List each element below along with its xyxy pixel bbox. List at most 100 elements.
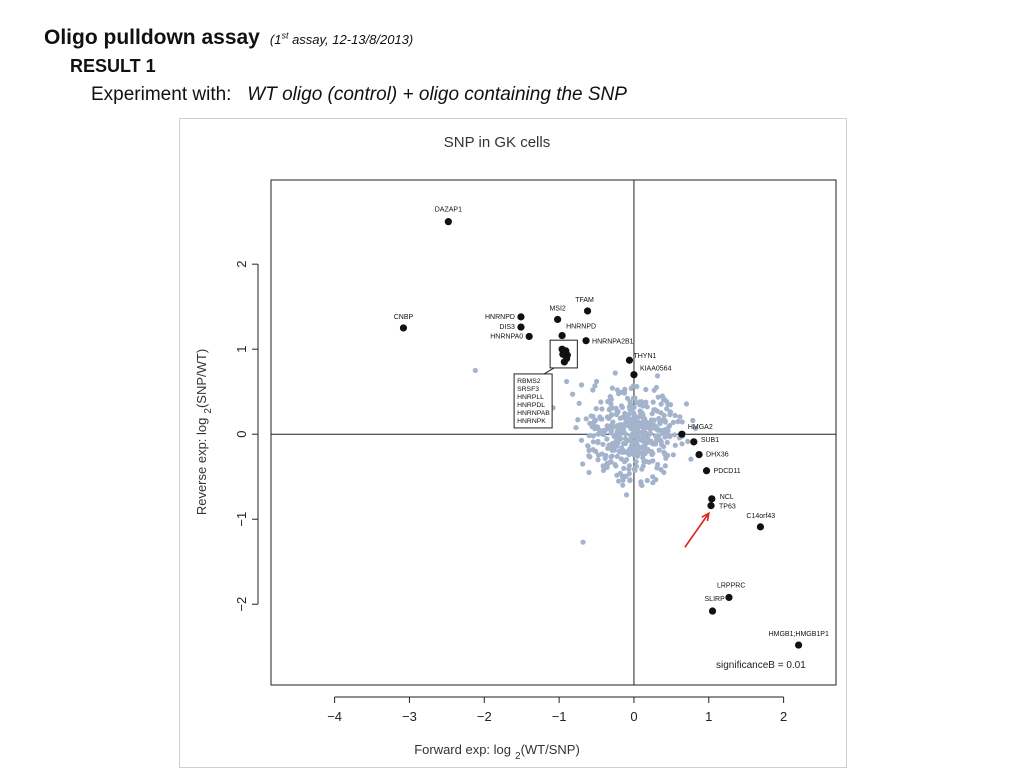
background-point bbox=[665, 401, 671, 407]
x-axis-label-main: Forward exp: log bbox=[414, 742, 511, 757]
background-point bbox=[620, 422, 627, 429]
background-point bbox=[633, 438, 639, 444]
y-tick-label: 2 bbox=[234, 261, 249, 268]
red-arrow-head bbox=[701, 511, 710, 522]
background-point bbox=[595, 431, 601, 437]
background-point bbox=[657, 421, 663, 427]
background-point bbox=[661, 444, 667, 450]
background-point bbox=[583, 416, 589, 422]
background-point bbox=[576, 400, 582, 406]
background-point bbox=[599, 416, 605, 422]
background-point bbox=[670, 419, 676, 425]
point-label: TP63 bbox=[719, 504, 736, 511]
y-axis-label: Reverse exp: log 2(SNP/WT) bbox=[194, 349, 214, 515]
slide-title: Oligo pulldown assay (1st assay, 12-13/8/… bbox=[44, 26, 413, 50]
background-point bbox=[651, 417, 657, 423]
background-point bbox=[612, 370, 618, 376]
experiment-detail: WT oligo (control) + oligo containing th… bbox=[247, 84, 627, 105]
background-point bbox=[614, 443, 620, 449]
background-point bbox=[650, 399, 656, 405]
background-point bbox=[644, 434, 650, 440]
background-point bbox=[661, 417, 667, 423]
background-point bbox=[651, 441, 657, 447]
background-point bbox=[640, 403, 646, 409]
y-tick-label: 0 bbox=[234, 431, 249, 438]
background-point bbox=[675, 419, 681, 425]
background-point bbox=[672, 432, 678, 438]
experiment-label: Experiment with: bbox=[91, 84, 232, 105]
background-point bbox=[608, 396, 614, 403]
cluster-label: HNRPLL bbox=[517, 394, 544, 401]
background-point bbox=[622, 386, 628, 392]
point-label: THYN1 bbox=[633, 353, 656, 360]
background-point bbox=[472, 367, 478, 374]
background-point bbox=[652, 423, 658, 429]
background-point bbox=[662, 463, 668, 469]
background-point bbox=[622, 414, 628, 421]
point-label: MSI2 bbox=[549, 305, 565, 312]
background-point bbox=[624, 457, 630, 463]
x-tick-label: −3 bbox=[402, 709, 417, 724]
chart-title: SNP in GK cells bbox=[444, 134, 550, 151]
cluster-label: SRSF3 bbox=[517, 386, 539, 393]
significant-point bbox=[517, 323, 525, 331]
background-point bbox=[631, 416, 637, 422]
background-point bbox=[640, 425, 646, 431]
cluster-label: RBMS2 bbox=[517, 378, 541, 385]
background-point bbox=[580, 461, 586, 467]
background-point bbox=[647, 430, 654, 437]
y-tick-label: −2 bbox=[234, 597, 249, 612]
background-point bbox=[609, 412, 615, 418]
background-point bbox=[578, 382, 585, 388]
x-axis-label-end: (WT/SNP) bbox=[521, 742, 580, 757]
significant-point bbox=[525, 332, 533, 341]
background-point bbox=[670, 452, 676, 458]
background-point bbox=[590, 447, 596, 453]
significant-point bbox=[708, 607, 717, 615]
point-label: LRPPRC bbox=[717, 582, 745, 589]
background-point bbox=[627, 478, 633, 484]
background-point bbox=[643, 419, 649, 425]
slide-title-text: Oligo pulldown assay bbox=[44, 26, 260, 49]
background-point bbox=[621, 390, 627, 396]
background-point bbox=[617, 470, 623, 476]
cluster-label: HNRNPK bbox=[517, 418, 546, 425]
background-point bbox=[643, 458, 649, 465]
background-point bbox=[618, 449, 624, 455]
slide-subtitle-sup: st bbox=[281, 30, 289, 41]
scatter-figure: SNP in GK cells −4 −3 −2 −1 0 1 2 −2 −1 0 1 2 Forw… bbox=[179, 118, 847, 768]
significant-point bbox=[756, 523, 765, 531]
significant-point bbox=[399, 324, 408, 332]
background-point bbox=[688, 456, 694, 462]
background-point bbox=[593, 406, 599, 412]
background-point bbox=[586, 433, 592, 439]
significant-point bbox=[695, 451, 703, 459]
background-point bbox=[655, 394, 661, 400]
cluster-label-box bbox=[513, 373, 553, 429]
background-point bbox=[602, 455, 608, 461]
background-point bbox=[608, 401, 614, 407]
scatter-chart: SNP in GK cells −4 −3 −2 −1 0 1 2 −2 −1 0 1 2 Forw… bbox=[194, 134, 837, 762]
background-point bbox=[573, 425, 579, 431]
background-point bbox=[661, 469, 667, 476]
background-point bbox=[643, 386, 649, 393]
background-point bbox=[611, 424, 617, 430]
point-label: DAZAP1 bbox=[435, 207, 462, 214]
background-point bbox=[672, 442, 678, 448]
y-axis: −2 −1 0 1 2 bbox=[234, 261, 259, 612]
background-point bbox=[586, 469, 592, 476]
background-point bbox=[590, 433, 596, 439]
background-point bbox=[637, 408, 643, 414]
background-point bbox=[622, 441, 628, 447]
annotation-arrow bbox=[684, 511, 710, 548]
background-point bbox=[667, 423, 673, 429]
x-tick-label: 0 bbox=[630, 709, 637, 724]
background-point bbox=[677, 414, 683, 420]
background-point bbox=[641, 448, 647, 454]
background-point bbox=[563, 378, 570, 385]
background-point bbox=[647, 422, 653, 428]
background-point bbox=[655, 427, 661, 433]
x-tick-label: 2 bbox=[780, 709, 787, 724]
point-label: HNRNPD bbox=[485, 314, 515, 321]
